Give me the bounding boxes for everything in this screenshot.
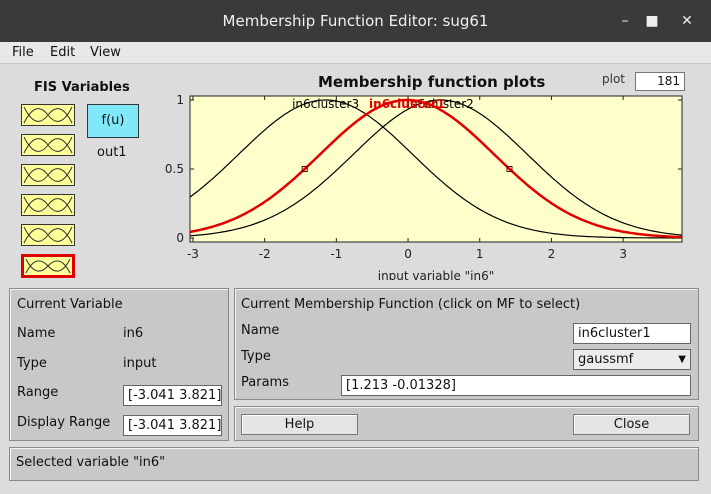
mf-label-in6cluster2: in6cluster2 xyxy=(407,97,474,111)
y-tick-label: 1 xyxy=(176,93,184,107)
input-variable-box-2[interactable] xyxy=(21,134,75,156)
current-variable-heading: Current Variable xyxy=(17,297,123,312)
display-range-field[interactable]: [-3.041 3.821] xyxy=(123,415,222,436)
x-axis-label: input variable "in6" xyxy=(378,269,495,280)
menu-edit[interactable]: Edit xyxy=(50,45,76,60)
variable-type-label: Type xyxy=(17,356,47,371)
range-label: Range xyxy=(17,385,59,400)
mf-curve-in6cluster1 xyxy=(189,98,683,239)
mf-name-label: Name xyxy=(241,323,280,338)
mf-handle xyxy=(301,166,308,172)
current-variable-panel: Current Variable Name in6 Type input Ran… xyxy=(9,288,229,441)
input-variable-box-3[interactable] xyxy=(21,164,75,186)
close-button[interactable]: Close xyxy=(573,414,690,435)
menu-view[interactable]: View xyxy=(90,45,121,60)
menu-bar: File Edit View xyxy=(0,42,711,64)
fis-area: FIS Variables f(u) out1 Membership funct… xyxy=(4,64,707,282)
status-text: Selected variable "in6" xyxy=(16,455,166,470)
mf-params-label: Params xyxy=(241,375,289,390)
mf-label-in6cluster3: in6cluster3 xyxy=(292,97,359,111)
mf-glyph-icon xyxy=(23,226,73,244)
mf-glyph-icon xyxy=(23,106,73,124)
membership-function-plot[interactable]: -3 -2 -1 0 1 2 3 0 0.5 1 in6cluster3 in6cluster2in6… xyxy=(154,88,694,280)
x-tick-label: 0 xyxy=(404,247,412,261)
chevron-down-icon: ▼ xyxy=(678,354,686,365)
plot-title: Membership function plots xyxy=(318,73,546,91)
mf-curve-in6cluster3 xyxy=(189,99,682,239)
x-tick-label: -3 xyxy=(187,247,199,261)
current-mf-heading: Current Membership Function (click on MF… xyxy=(241,297,581,312)
mf-glyph-icon xyxy=(23,166,73,184)
mf-handle xyxy=(506,166,513,172)
plot-points-label: plot xyxy=(602,72,625,86)
mf-params-field[interactable]: [1.213 -0.01328] xyxy=(341,375,691,396)
window-title: Membership Function Editor: sug61 xyxy=(222,12,489,30)
maximize-icon[interactable]: ■ xyxy=(645,13,659,29)
mf-curve-in6cluster2 xyxy=(189,99,683,237)
fis-variables-title: FIS Variables xyxy=(34,80,130,95)
mf-type-label: Type xyxy=(241,349,271,364)
close-window-icon[interactable]: ✕ xyxy=(681,13,693,29)
input-variable-box-5[interactable] xyxy=(21,224,75,246)
title-bar: Membership Function Editor: sug61 – ■ ✕ xyxy=(0,0,711,42)
y-tick-label: 0.5 xyxy=(165,162,184,176)
plot-points-input[interactable]: 181 xyxy=(635,72,685,91)
input-variable-box-1[interactable] xyxy=(21,104,75,126)
y-tick-label: 0 xyxy=(176,231,184,245)
mf-glyph-icon xyxy=(23,196,73,214)
x-tick-label: 1 xyxy=(476,247,484,261)
input-variable-box-6-selected[interactable] xyxy=(21,254,75,278)
menu-file[interactable]: File xyxy=(12,45,34,60)
help-button[interactable]: Help xyxy=(241,414,358,435)
display-range-label: Display Range xyxy=(17,415,111,430)
variable-name-label: Name xyxy=(17,326,56,341)
x-tick-label: -2 xyxy=(259,247,271,261)
output-variable-label: out1 xyxy=(97,145,127,160)
mf-type-value: gaussmf xyxy=(578,352,634,367)
mf-glyph-icon xyxy=(25,258,71,274)
current-mf-panel: Current Membership Function (click on MF… xyxy=(234,288,699,400)
output-variable-box[interactable]: f(u) xyxy=(87,104,139,138)
plot-area xyxy=(189,95,683,243)
mf-glyph-icon xyxy=(23,136,73,154)
mf-type-select[interactable]: gaussmf ▼ xyxy=(573,349,691,370)
status-bar: Selected variable "in6" xyxy=(9,447,699,481)
range-field[interactable]: [-3.041 3.821] xyxy=(123,385,222,406)
input-variable-box-4[interactable] xyxy=(21,194,75,216)
minimize-icon[interactable]: – xyxy=(621,13,629,29)
variable-name-value: in6 xyxy=(123,326,144,341)
x-tick-label: 3 xyxy=(619,247,627,261)
buttons-panel: Help Close xyxy=(234,406,699,441)
variable-type-value: input xyxy=(123,356,157,371)
x-tick-label: -1 xyxy=(330,247,342,261)
x-tick-label: 2 xyxy=(548,247,556,261)
mf-label-in6cluster1: in6cluster1 xyxy=(369,97,445,111)
mf-name-field[interactable]: in6cluster1 xyxy=(573,323,691,344)
